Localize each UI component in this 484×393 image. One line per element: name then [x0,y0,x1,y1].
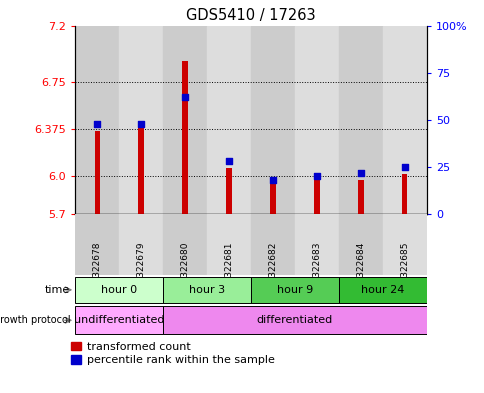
Bar [182,61,187,214]
Bar [207,26,251,214]
Text: differentiated: differentiated [257,315,333,325]
Bar [401,174,407,214]
Bar [75,214,119,275]
FancyBboxPatch shape [163,277,251,303]
Text: GSM1322684: GSM1322684 [356,242,364,302]
Text: time: time [45,285,70,295]
Bar [119,214,163,275]
Text: hour 24: hour 24 [361,285,404,295]
Text: growth protocol: growth protocol [0,315,70,325]
Legend: transformed count, percentile rank within the sample: transformed count, percentile rank withi… [71,342,274,365]
Text: hour 9: hour 9 [276,285,312,295]
Bar [163,26,207,214]
Title: GDS5410 / 17263: GDS5410 / 17263 [186,8,315,23]
Text: GSM1322680: GSM1322680 [180,242,189,302]
Bar [270,181,275,214]
Bar [338,214,382,275]
Text: GSM1322679: GSM1322679 [136,242,145,302]
Bar [382,26,426,214]
Bar [138,128,143,214]
FancyBboxPatch shape [75,277,163,303]
Text: GSM1322681: GSM1322681 [224,242,233,302]
Bar [338,26,382,214]
Point [225,158,232,165]
Bar [251,214,294,275]
Bar [119,26,163,214]
Text: undifferentiated: undifferentiated [74,315,164,325]
Bar [294,214,338,275]
Bar [382,214,426,275]
Text: hour 0: hour 0 [101,285,137,295]
Bar [94,131,100,214]
FancyBboxPatch shape [251,277,338,303]
Point [137,121,145,127]
Bar [163,214,207,275]
Text: hour 3: hour 3 [189,285,225,295]
Point [93,121,101,127]
Point [181,94,189,100]
Bar [314,180,319,214]
Bar [226,168,231,214]
Text: GSM1322685: GSM1322685 [399,242,408,302]
Bar [294,26,338,214]
Text: GSM1322678: GSM1322678 [92,242,102,302]
FancyBboxPatch shape [75,306,163,334]
Bar [207,214,251,275]
Text: GSM1322682: GSM1322682 [268,242,277,302]
FancyBboxPatch shape [338,277,426,303]
FancyBboxPatch shape [163,306,426,334]
Text: GSM1322683: GSM1322683 [312,242,321,302]
Bar [75,26,119,214]
Point [312,173,320,180]
Point [400,164,408,170]
Point [269,177,276,184]
Point [356,169,364,176]
Bar [358,180,363,214]
Bar [250,26,294,214]
